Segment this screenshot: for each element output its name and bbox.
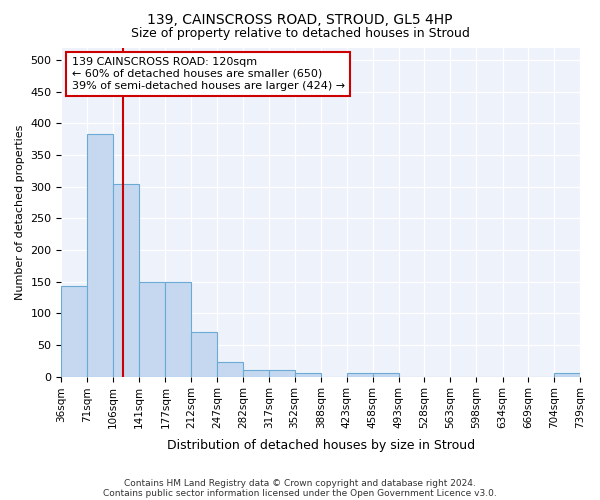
Bar [295, 374, 321, 376]
Bar [554, 374, 580, 376]
Bar [217, 362, 243, 376]
Bar [373, 374, 398, 376]
Text: Contains public sector information licensed under the Open Government Licence v3: Contains public sector information licen… [103, 488, 497, 498]
Bar [347, 374, 373, 376]
Y-axis label: Number of detached properties: Number of detached properties [15, 124, 25, 300]
Bar [61, 286, 87, 376]
Text: Contains HM Land Registry data © Crown copyright and database right 2024.: Contains HM Land Registry data © Crown c… [124, 478, 476, 488]
Bar [113, 184, 139, 376]
X-axis label: Distribution of detached houses by size in Stroud: Distribution of detached houses by size … [167, 440, 475, 452]
Bar [166, 282, 191, 376]
Bar [243, 370, 269, 376]
Bar [139, 282, 166, 376]
Bar [191, 332, 217, 376]
Text: 139, CAINSCROSS ROAD, STROUD, GL5 4HP: 139, CAINSCROSS ROAD, STROUD, GL5 4HP [147, 12, 453, 26]
Bar [87, 134, 113, 376]
Bar [269, 370, 295, 376]
Text: Size of property relative to detached houses in Stroud: Size of property relative to detached ho… [131, 28, 469, 40]
Text: 139 CAINSCROSS ROAD: 120sqm
← 60% of detached houses are smaller (650)
39% of se: 139 CAINSCROSS ROAD: 120sqm ← 60% of det… [72, 58, 345, 90]
